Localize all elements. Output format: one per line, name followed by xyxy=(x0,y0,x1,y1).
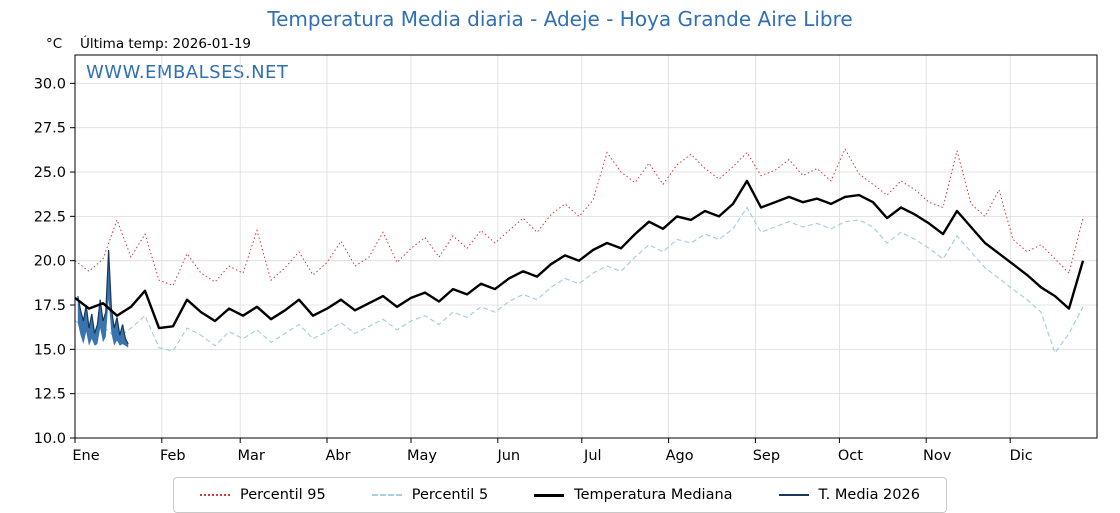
x-tick-label: Feb xyxy=(160,448,186,464)
y-tick-label: 27.5 xyxy=(34,121,66,137)
y-tick-label: 25.0 xyxy=(34,165,66,181)
percentil-5-line xyxy=(74,206,1084,355)
percentil5-line-sample xyxy=(371,494,402,496)
x-tick-label: Dic xyxy=(1010,448,1033,464)
legend-label-percentil5: Percentil 5 xyxy=(411,487,489,503)
plot-frame xyxy=(74,54,1098,439)
x-tick-label: Mar xyxy=(238,448,265,464)
media2026-line-sample xyxy=(778,494,809,496)
y-tick-label: 20.0 xyxy=(34,254,66,270)
legend-item-media2026: T. Media 2026 xyxy=(778,487,920,503)
x-tick-label: Jun xyxy=(496,448,520,464)
legend-item-mediana: Temperatura Mediana xyxy=(534,487,733,503)
x-tick-label: May xyxy=(407,448,437,464)
y-tick-label: 22.5 xyxy=(34,209,66,225)
last-temp-label: Última temp: 2026-01-19 xyxy=(80,36,252,52)
x-tick-label: Nov xyxy=(923,448,952,464)
chart-container: Temperatura Media diaria - Adeje - Hoya … xyxy=(34,7,1098,513)
chart-legend: Percentil 95 Percentil 5 Temperatura Med… xyxy=(173,477,947,513)
legend-label-percentil95: Percentil 95 xyxy=(240,487,326,503)
y-tick-label: 12.5 xyxy=(34,387,66,403)
temperatura-mediana-line xyxy=(74,179,1085,330)
x-tick-label: Abr xyxy=(325,448,350,464)
x-tick-label: Jul xyxy=(583,448,602,464)
legend-label-media2026: T. Media 2026 xyxy=(818,487,920,503)
legend-item-percentil95: Percentil 95 xyxy=(200,487,326,503)
x-tick-label: Oct xyxy=(838,448,863,464)
y-tick-label: 10.0 xyxy=(34,431,66,447)
y-tick-label: 15.0 xyxy=(34,342,66,358)
y-tick-label: 30.0 xyxy=(34,76,66,92)
x-tick-label: Ago xyxy=(666,448,694,464)
legend-item-percentil5: Percentil 5 xyxy=(371,487,489,503)
percentil95-line-sample xyxy=(200,494,231,496)
legend-label-mediana: Temperatura Mediana xyxy=(574,487,733,503)
chart-title: Temperatura Media diaria - Adeje - Hoya … xyxy=(267,7,853,31)
x-tick-label: Ene xyxy=(72,448,99,464)
percentil-95-line xyxy=(74,147,1084,287)
y-tick-label: 17.5 xyxy=(34,298,66,314)
x-tick-label: Sep xyxy=(753,448,780,464)
mediana-line-sample xyxy=(534,493,565,497)
watermark-text: WWW.EMBALSES.NET xyxy=(86,62,289,83)
y-axis-unit-label: °C xyxy=(46,36,63,52)
chart-svg: 10.0 12.5 15.0 17.5 20.0 22.5 25.0 27.5 30.0 Ene F… xyxy=(34,54,1098,464)
